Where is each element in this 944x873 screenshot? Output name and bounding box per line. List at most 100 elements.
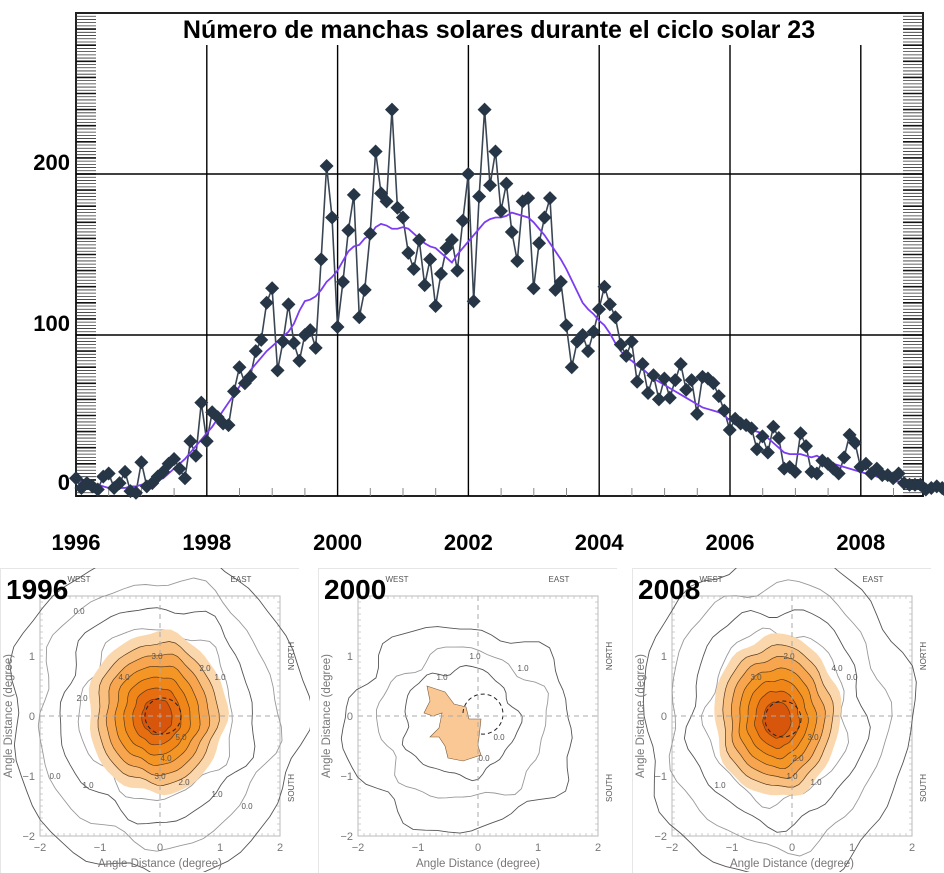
y-tick-label: 0 xyxy=(347,711,353,723)
monthly-point xyxy=(341,223,356,238)
x-tick-label: −1 xyxy=(94,842,107,854)
x-tick-label: 2 xyxy=(909,842,915,854)
monthly-point xyxy=(940,489,944,497)
x-tick-label: 1 xyxy=(217,842,223,854)
monthly-point xyxy=(793,426,808,441)
y-minor-ticks xyxy=(76,15,923,497)
east-label: EAST xyxy=(231,575,252,584)
monthly-point xyxy=(586,324,601,339)
monthly-point xyxy=(417,278,432,293)
x-tick-label: −1 xyxy=(726,842,739,854)
y-tick-label: 0 xyxy=(661,711,667,723)
monthly-point xyxy=(542,191,557,206)
x-tick-label: 1 xyxy=(535,842,541,854)
monthly-point xyxy=(668,373,683,388)
monthly-point xyxy=(254,332,269,347)
x-tick-label: −1 xyxy=(412,842,425,854)
monthly-point xyxy=(128,485,143,500)
y-tick-label: 1 xyxy=(29,651,35,663)
monthly-point xyxy=(199,434,214,449)
monthly-point xyxy=(591,302,606,317)
contour-value-label: 2.0 xyxy=(199,664,211,673)
west-label: WEST xyxy=(699,575,722,584)
monthly-point xyxy=(395,210,410,225)
contour-value-label: 0.0 xyxy=(241,802,253,811)
monthly-series-points xyxy=(69,102,944,500)
x-axis-label: Angle Distance (degree) xyxy=(730,858,854,870)
monthly-point xyxy=(434,266,449,281)
monthly-point xyxy=(766,419,781,434)
contour-value-label: 1.0 xyxy=(517,664,529,673)
monthly-point xyxy=(679,382,694,397)
polar-panel-2000: 1.0 1.0 1.0 0.0 0.0 −2 −1 0 1 2 −2 −1 0 1 Angle Distan… xyxy=(318,568,628,873)
monthly-point xyxy=(831,466,846,481)
monthly-point xyxy=(690,406,705,421)
monthly-point xyxy=(483,178,498,193)
x-tick-label: −2 xyxy=(666,842,679,854)
y-tick-label: 1 xyxy=(661,651,667,663)
contour-value-label: 0.0 xyxy=(493,733,505,742)
contour-line xyxy=(77,628,233,801)
x-axis-label: Angle Distance (degree) xyxy=(416,858,540,870)
x-tick-label: 2000 xyxy=(313,530,362,555)
contour-value-label: 2.0 xyxy=(792,754,804,763)
monthly-point xyxy=(630,374,645,389)
monthly-point xyxy=(848,435,863,450)
monthly-point xyxy=(450,263,465,278)
monthly-point xyxy=(493,204,508,219)
monthly-point xyxy=(303,323,318,338)
contour-line xyxy=(376,646,549,799)
monthly-point xyxy=(858,456,873,471)
y-tick-label: −2 xyxy=(22,831,35,843)
monthly-point xyxy=(232,360,247,375)
contour-fill-level xyxy=(762,701,792,739)
east-label: EAST xyxy=(549,575,570,584)
y-tick-label: −2 xyxy=(340,831,353,843)
monthly-point xyxy=(564,360,579,375)
monthly-point xyxy=(706,376,721,391)
polar-panel-2008: 2.0 3.0 4.0 3.0 2.0 1.0 1.0 0.0 1.0 −2 −1 0 1 2 −2 −1 0 1… xyxy=(632,568,942,873)
monthly-point xyxy=(809,466,824,481)
monthly-point xyxy=(749,442,764,457)
panel-border xyxy=(0,568,299,873)
west-label: WEST xyxy=(67,575,90,584)
monthly-point xyxy=(281,297,296,312)
monthly-point xyxy=(428,299,443,314)
contour-dashed-core xyxy=(764,700,802,738)
south-label: SOUTH xyxy=(287,774,296,802)
monthly-point xyxy=(532,236,547,251)
y-tick-label: 1 xyxy=(347,651,353,663)
contour-value-label: 1.0 xyxy=(82,781,94,790)
monthly-point xyxy=(319,158,334,173)
contour-value-label: 1.0 xyxy=(436,673,448,682)
monthly-point xyxy=(379,194,394,209)
monthly-point xyxy=(521,191,536,206)
contour-dashed-core xyxy=(144,697,182,735)
contour-value-label: 0.0 xyxy=(478,754,490,763)
x-tick-label: 2 xyxy=(277,842,283,854)
monthly-point xyxy=(597,279,612,294)
contour-value-label: 4.0 xyxy=(118,673,130,682)
panel-border xyxy=(632,568,931,873)
contour-line xyxy=(340,626,573,834)
monthly-point xyxy=(412,233,427,248)
monthly-point xyxy=(608,310,623,325)
contour-lines: 2.03.04.03.02.01.01.00.01.0 xyxy=(642,568,917,872)
contour-value-label: 4.0 xyxy=(160,754,172,763)
monthly-point xyxy=(788,464,803,479)
contour-plot: 1.0 1.0 1.0 0.0 0.0 −2 −1 0 1 2 −2 −1 0 1 Angle Distan… xyxy=(321,575,614,870)
contour-value-label: 1.0 xyxy=(469,652,481,661)
west-label: WEST xyxy=(385,575,408,584)
contour-value-label: 0.0 xyxy=(846,673,858,682)
x-tick-label: 0 xyxy=(475,842,481,854)
monthly-point xyxy=(837,450,852,465)
y-axis-label: Angle Distance (degree) xyxy=(3,654,15,778)
y-tick-label: 0 xyxy=(29,711,35,723)
x-tick-label: −2 xyxy=(352,842,365,854)
panel-year-label: 2008 xyxy=(638,574,701,605)
panel-year-label: 1996 xyxy=(6,574,69,605)
monthly-point xyxy=(755,429,770,444)
monthly-point xyxy=(188,448,203,463)
polar-panel-1996: 3.0 4.0 2.0 5.0 4.0 3.0 2.0 1.0 1.0 0.0 0.0 2.0 1.0 0… xyxy=(0,568,310,873)
x-tick-label: 1996 xyxy=(52,530,101,555)
